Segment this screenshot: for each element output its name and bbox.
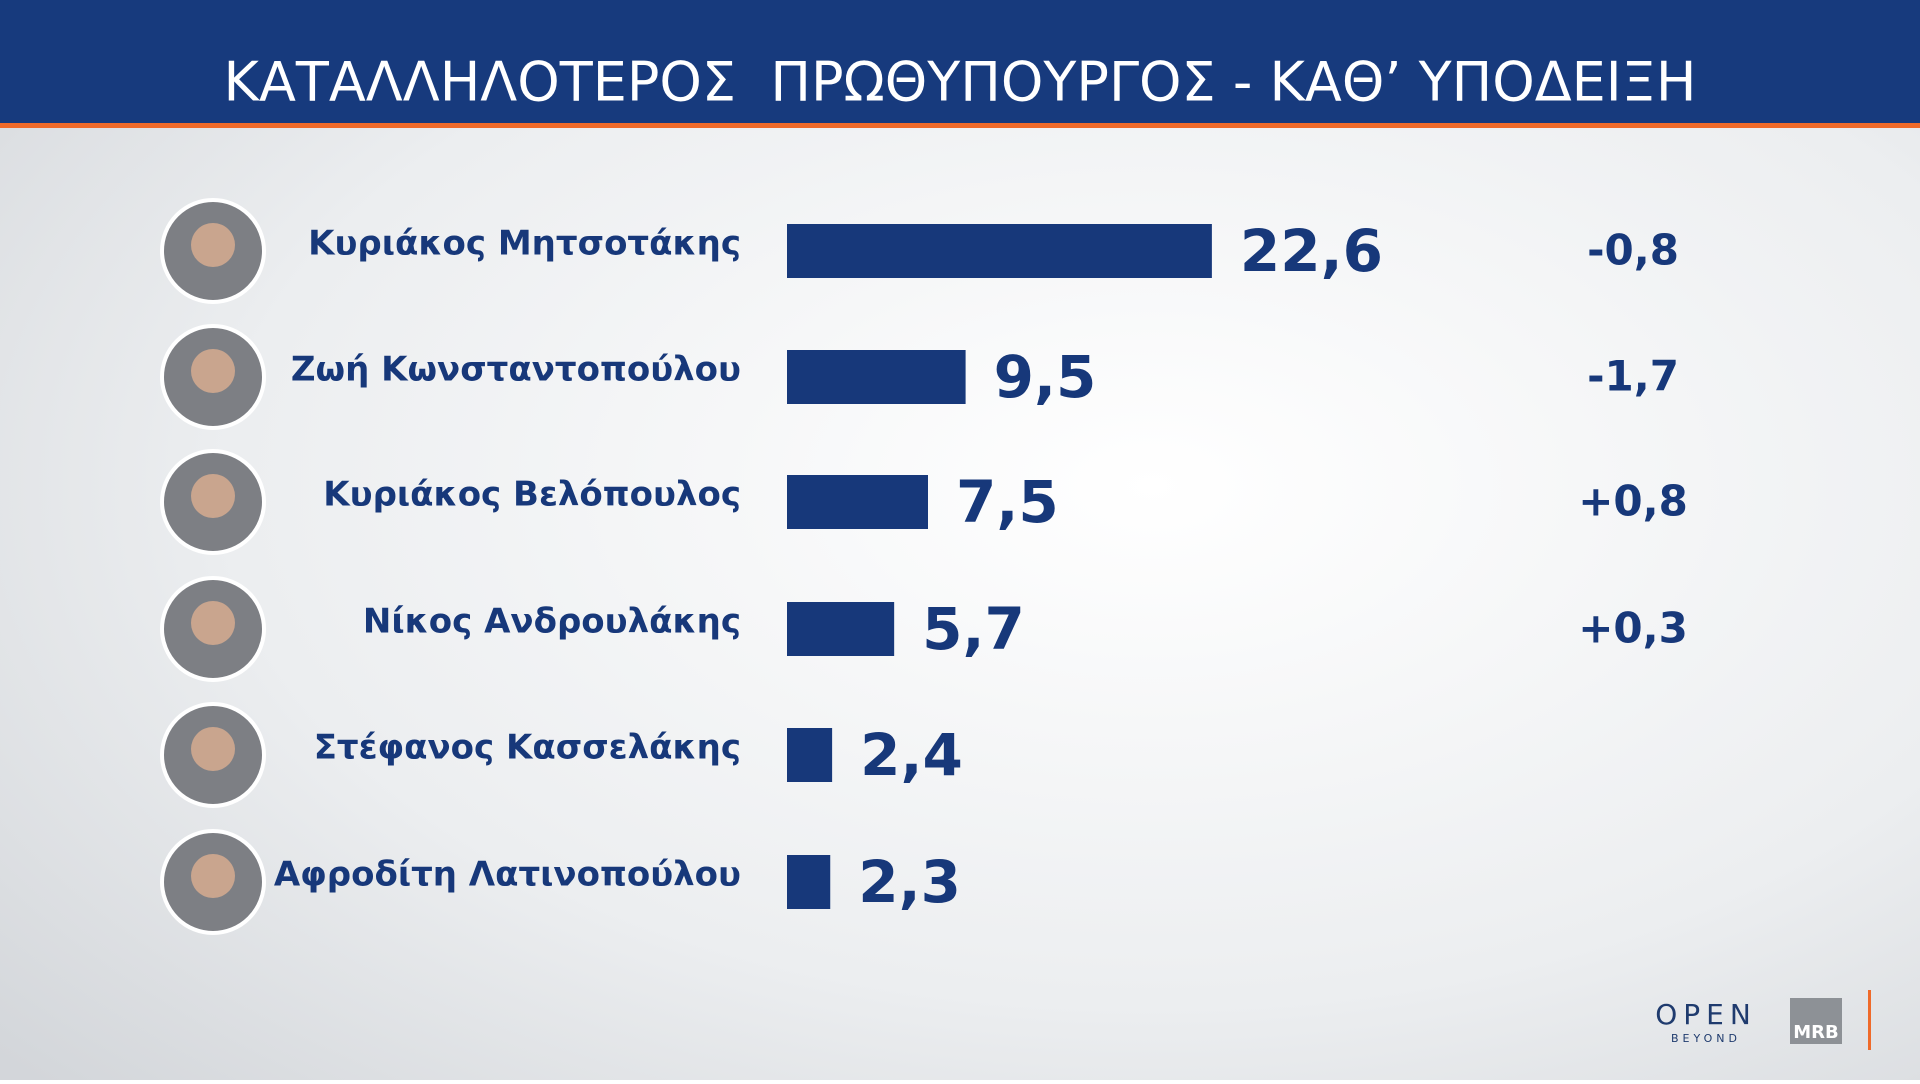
bar bbox=[787, 475, 928, 529]
value-label: 7,5 bbox=[956, 468, 1059, 536]
change-label: +0,8 bbox=[1578, 477, 1688, 526]
category-label: Στέφανος Κασσελάκης bbox=[314, 728, 741, 768]
category-label: Κυριάκος Μητσοτάκης bbox=[308, 224, 741, 264]
value-label: 9,5 bbox=[994, 343, 1097, 411]
photo-face bbox=[191, 601, 235, 645]
logo-subtext: BEYOND bbox=[1671, 1032, 1741, 1045]
change-label: -0,8 bbox=[1587, 226, 1679, 275]
photo-face bbox=[191, 474, 235, 518]
header-accent bbox=[0, 123, 1920, 128]
value-label: 2,4 bbox=[860, 721, 963, 789]
change-label: +0,3 bbox=[1578, 604, 1688, 653]
bar bbox=[787, 224, 1212, 278]
bar bbox=[787, 728, 833, 782]
photo-face bbox=[191, 223, 235, 267]
category-label: Αφροδίτη Λατινοπούλου bbox=[274, 855, 741, 895]
bar bbox=[787, 350, 966, 404]
photo-face bbox=[191, 727, 235, 771]
logo-text: OPEN bbox=[1655, 998, 1757, 1031]
value-label: 22,6 bbox=[1240, 217, 1383, 285]
logo-mrb: MRB bbox=[1790, 990, 1871, 1050]
bar bbox=[787, 855, 831, 909]
chart-title: ΚΑΤΑΛΛΗΛΟΤΕΡΟΣ ΠΡΩΘΥΠΟΥΡΓΟΣ - ΚΑΘ’ ΥΠΟΔΕ… bbox=[224, 51, 1697, 114]
change-label: -1,7 bbox=[1587, 352, 1679, 401]
bar bbox=[787, 602, 895, 656]
photo-face bbox=[191, 349, 235, 393]
logo-open: OPEN BEYOND bbox=[1655, 998, 1757, 1045]
category-label: Κυριάκος Βελόπουλος bbox=[323, 475, 741, 515]
logo-divider bbox=[1868, 990, 1871, 1050]
value-label: 5,7 bbox=[922, 595, 1025, 663]
logo-text: MRB bbox=[1793, 1022, 1839, 1043]
header bbox=[0, 0, 1920, 123]
category-label: Νίκος Ανδρουλάκης bbox=[363, 602, 741, 642]
value-label: 2,3 bbox=[858, 848, 961, 916]
category-label: Ζωή Κωνσταντοπούλου bbox=[291, 350, 741, 390]
logo-box bbox=[1790, 998, 1842, 1044]
photo-face bbox=[191, 854, 235, 898]
